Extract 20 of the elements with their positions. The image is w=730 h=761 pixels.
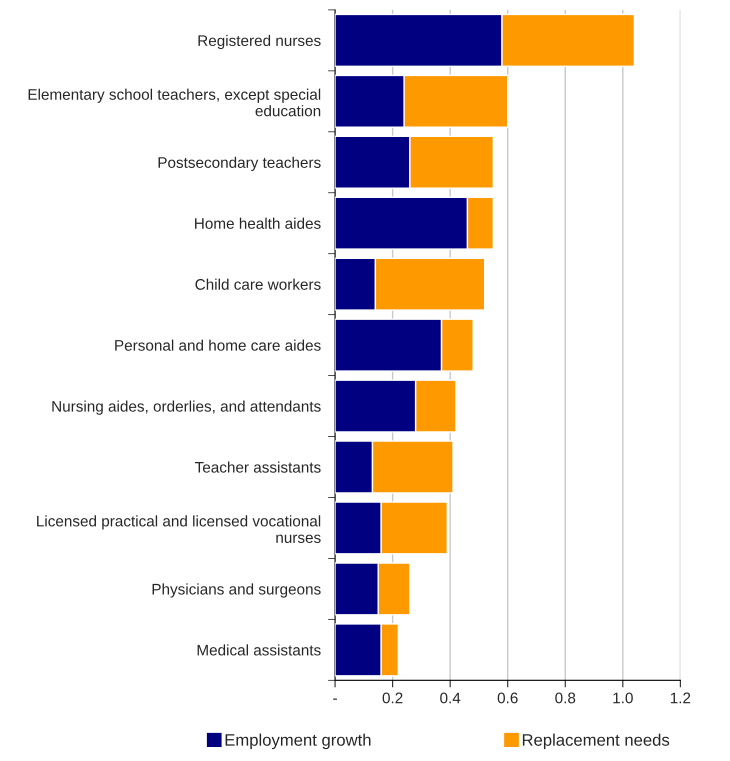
x-tick-label: 0.6 (498, 692, 518, 704)
x-tick-label: - (333, 698, 337, 700)
y-tick-label: Postsecondary teachers (158, 156, 321, 171)
y-tick-label: Medical assistants (198, 644, 321, 656)
x-tick-label: 0.4 (440, 692, 460, 704)
y-tick-label: Home health aides (195, 218, 321, 229)
legend-label: Employment growth (226, 734, 370, 750)
legend-label: Replacement needs (522, 734, 670, 750)
y-tick-label: Nursing aides, orderlies, and attendants (52, 400, 321, 415)
y-tick-label: Child care workers (195, 278, 321, 290)
x-tick-label: 0.2 (382, 692, 402, 704)
y-tick-label: Licensed practical and licensed vocational nurses (37, 515, 321, 543)
x-tick-label: 1.2 (670, 692, 690, 704)
y-tick-label: Physicians and surgeons (152, 583, 321, 598)
y-tick-label: Personal and home care aides (115, 340, 321, 351)
x-tick-label: 1.0 (613, 692, 633, 704)
x-tick-label: 0.8 (555, 692, 576, 704)
y-tick-label: Teacher assistants (195, 461, 321, 473)
y-tick-label: Elementary school teachers, except special education (28, 88, 320, 116)
y-tick-label: Registered nurses (198, 34, 321, 50)
